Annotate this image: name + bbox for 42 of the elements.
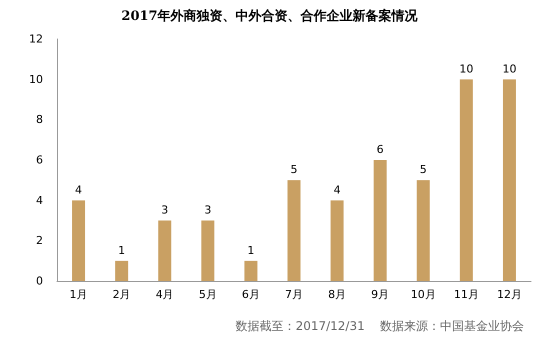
x-tick-label: 2月 — [112, 288, 131, 301]
x-tick-label: 9月 — [371, 288, 390, 301]
data-label: 4 — [334, 183, 341, 196]
bar — [201, 220, 214, 281]
bar — [115, 260, 128, 281]
x-tick-label: 12月 — [496, 288, 522, 301]
y-tick-label: 2 — [36, 234, 43, 248]
x-tick-label: 1月 — [70, 288, 88, 301]
x-tick-label: 6月 — [242, 288, 260, 301]
data-label: 10 — [502, 62, 516, 76]
bar — [244, 260, 258, 281]
x-tick-label: 10月 — [410, 288, 436, 301]
x-tick-label: 4月 — [156, 288, 174, 301]
bar — [158, 220, 172, 281]
x-tick-label: 11月 — [454, 288, 479, 301]
data-label: 3 — [161, 204, 168, 216]
bar — [460, 79, 473, 281]
chart-title: 2017年外商独资、中外合资、合作企业新备案情况 — [121, 8, 419, 24]
y-tick-label: 8 — [36, 113, 43, 126]
y-tick-label: 12 — [29, 32, 43, 46]
data-label: 3 — [204, 204, 212, 216]
bar — [288, 180, 300, 281]
bar — [502, 79, 516, 281]
data-label: 1 — [118, 244, 126, 257]
x-tick-label: 7月 — [285, 288, 303, 301]
data-label: 5 — [420, 163, 427, 176]
text: 数据截至：2017/12/31 数据来源：中国基金业协会 — [236, 319, 524, 333]
bar — [374, 160, 387, 281]
bar — [72, 200, 86, 281]
x-tick-label: 8月 — [328, 288, 346, 301]
bar — [416, 180, 430, 281]
x-tick-label: 5月 — [198, 288, 217, 301]
data-label: 1 — [247, 244, 254, 257]
data-label: 10 — [459, 62, 474, 76]
data-label: 6 — [376, 143, 384, 156]
data-label: 4 — [75, 183, 82, 196]
bar — [330, 200, 344, 281]
y-tick-label: 6 — [36, 154, 43, 166]
y-tick-label: 4 — [36, 194, 43, 207]
y-tick-label: 0 — [36, 274, 43, 288]
data-label: 5 — [290, 163, 298, 176]
y-tick-label: 10 — [29, 72, 43, 86]
